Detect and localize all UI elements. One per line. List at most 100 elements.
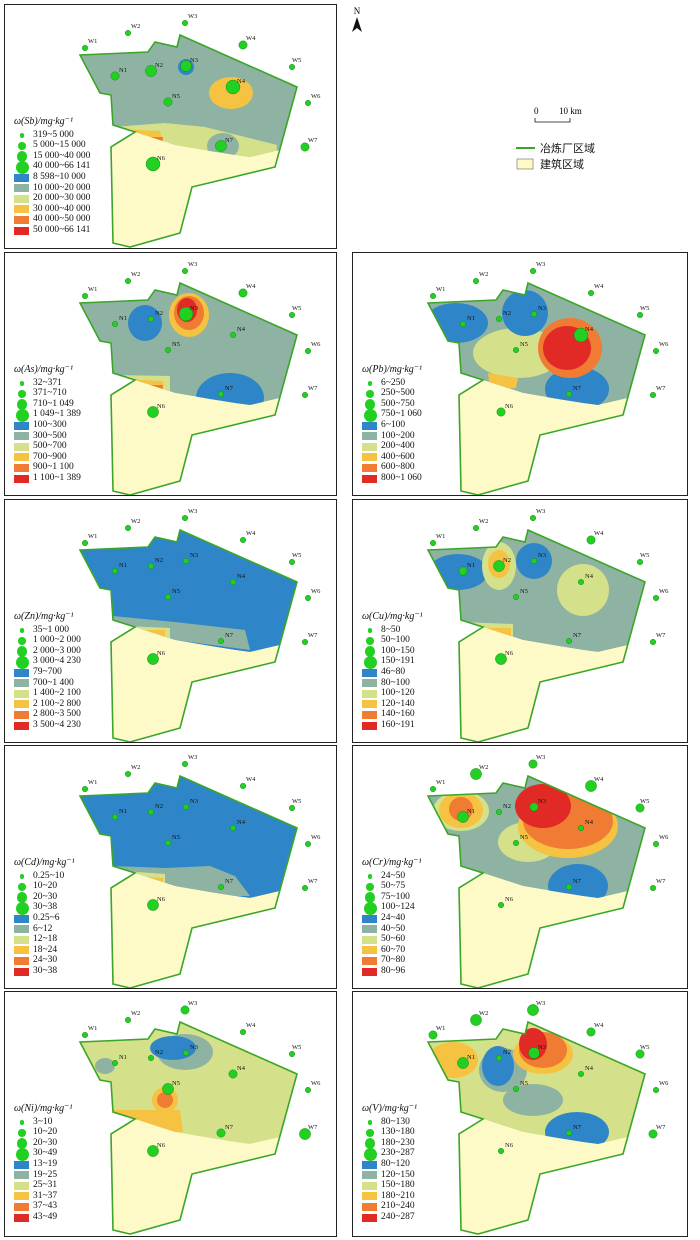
station-N4 <box>229 578 236 585</box>
station-label: W6 <box>311 93 321 100</box>
station-label: N6 <box>157 1142 166 1149</box>
station-N6 <box>147 406 159 418</box>
legend-class-label: 100~120 <box>381 688 415 699</box>
swatch-icon <box>14 453 29 462</box>
station-label: W6 <box>659 341 669 348</box>
legend-title: ω(Cr)/mg·kg⁻¹ <box>362 857 422 868</box>
legend-class-label: 180~210 <box>381 1190 415 1201</box>
station-N6 <box>147 653 159 665</box>
legend-class-label: 31~37 <box>33 1190 58 1201</box>
map-key: 冶炼厂区域 建筑区域 <box>515 140 595 172</box>
panel-cu: N1 N2 N3 N4 N5 N6 N7 W1 W2 W3 W4 W5 W6 W7 ω(Cu)/mg·kg⁻… <box>352 499 688 743</box>
dot-icon <box>14 160 30 174</box>
legend-dot-label: 100~124 <box>381 902 415 913</box>
station-W1 <box>81 1032 88 1039</box>
dot-icon <box>14 874 30 879</box>
panel-as: N1 N2 N3 N4 N5 N6 N7 W1 W2 W3 W4 W5 W6 W7 ω(As)/mg·kg⁻… <box>4 252 337 496</box>
station-W7 <box>302 391 309 398</box>
legend-dot-row: 24~50 <box>362 871 422 882</box>
station-label: N4 <box>585 326 594 333</box>
station-N6 <box>145 156 161 172</box>
zone-5 <box>557 564 609 616</box>
station-label: W4 <box>246 35 256 42</box>
zone-6 <box>157 1092 173 1108</box>
dot-icon <box>14 1129 30 1137</box>
legend-class-label: 80~100 <box>381 677 410 688</box>
legend-class-row: 80~100 <box>362 678 423 689</box>
station-W4 <box>239 1029 246 1036</box>
swatch-icon <box>14 184 29 193</box>
legend-class-label: 140~160 <box>381 709 415 720</box>
station-N4 <box>229 824 236 831</box>
station-W3 <box>529 514 536 521</box>
station-label: N4 <box>237 326 246 333</box>
station-label: W1 <box>436 286 445 293</box>
legend-dot-label: 180~230 <box>381 1137 415 1148</box>
station-W6 <box>305 594 312 601</box>
station-label: W6 <box>311 341 321 348</box>
legend-title: ω(As)/mg·kg⁻¹ <box>14 364 73 375</box>
legend-dot-label: 24~50 <box>381 870 406 881</box>
legend-class-label: 700~1 400 <box>33 677 74 688</box>
station-label: N4 <box>237 78 246 85</box>
dot-icon <box>362 399 378 410</box>
legend-class-row: 100~200 <box>362 431 422 442</box>
legend-dot-row: 1 000~2 000 <box>14 636 81 647</box>
station-N2 <box>495 809 502 816</box>
legend-title: ω(Cu)/mg·kg⁻¹ <box>362 611 423 622</box>
legend-class-row: 19~25 <box>14 1170 72 1181</box>
legend-class-label: 200~400 <box>381 441 415 452</box>
map-ni: N1 N2 N3 N4 N5 N6 N7 W1 W2 W3 W4 W5 W6 W7 <box>78 1000 321 1235</box>
zone-0 <box>428 1022 645 1144</box>
station-N2 <box>495 1055 502 1062</box>
legend-dot-label: 40 000~66 141 <box>33 161 91 172</box>
legend-class-row: 100~300 <box>14 420 81 431</box>
station-N4 <box>225 79 241 95</box>
station-label: N7 <box>573 632 582 639</box>
station-W5 <box>637 559 644 566</box>
legend-dot-row: 710~1 049 <box>14 399 81 410</box>
zone-3 <box>213 1062 233 1082</box>
station-W1 <box>429 293 436 300</box>
legend-dot-row: 100~124 <box>362 901 422 915</box>
dot-icon <box>362 892 378 903</box>
station-label: W3 <box>536 508 545 515</box>
station-W2 <box>124 525 131 532</box>
station-W4 <box>238 288 248 298</box>
dot-icon <box>362 883 378 891</box>
station-W5 <box>289 559 296 566</box>
station-W6 <box>305 347 312 354</box>
station-label: W3 <box>188 261 197 268</box>
smelter-boundary <box>78 281 298 495</box>
legend-dot-label: 8~50 <box>381 624 401 635</box>
dot-icon <box>14 655 30 669</box>
zone-2 <box>428 303 488 343</box>
station-label: W6 <box>311 588 321 595</box>
station-W3 <box>180 1005 190 1015</box>
legend-class-row: 40 000~50 000 <box>14 215 90 226</box>
swatch-icon <box>362 1160 377 1169</box>
legend-class-label: 80~96 <box>381 965 406 976</box>
legend-class-row: 6~12 <box>14 924 75 935</box>
legend-class-row: 6~100 <box>362 420 422 431</box>
legend-class-label: 2 800~3 500 <box>33 709 81 720</box>
legend-class-row: 60~70 <box>362 945 422 956</box>
station-N5 <box>164 839 171 846</box>
dot-icon <box>14 399 30 410</box>
map-as: N1 N2 N3 N4 N5 N6 N7 W1 W2 W3 W4 W5 W6 W7 <box>78 261 321 495</box>
station-N3 <box>530 311 537 318</box>
legend-dot-row: 230~287 <box>362 1147 417 1161</box>
station-W6 <box>653 1086 660 1093</box>
station-label: N6 <box>157 650 166 657</box>
station-W3 <box>181 19 188 26</box>
station-N6 <box>495 653 507 665</box>
station-N5 <box>164 593 171 600</box>
station-W2 <box>470 1014 482 1026</box>
station-N1 <box>458 566 468 576</box>
station-label: N1 <box>119 1054 127 1061</box>
swatch-icon <box>14 1181 29 1190</box>
legend-class-row: 50~60 <box>362 935 422 946</box>
legend-dot-label: 710~1 049 <box>33 398 74 409</box>
legend-class-row: 43~49 <box>14 1212 72 1223</box>
legend-dot-row: 6~250 <box>362 378 422 389</box>
